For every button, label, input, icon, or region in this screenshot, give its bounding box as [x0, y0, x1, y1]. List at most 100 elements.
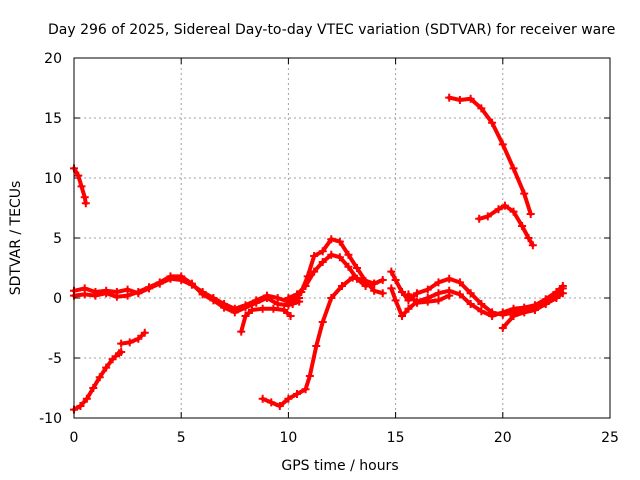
- data-point-marker: [477, 104, 486, 113]
- y-tick-label: 15: [44, 111, 62, 127]
- data-point-marker: [258, 394, 267, 403]
- data-point-marker: [198, 290, 207, 299]
- data-point-marker: [292, 290, 301, 299]
- y-tick-label: 5: [53, 231, 62, 247]
- data-point-marker: [76, 402, 85, 410]
- data-point-marker: [318, 247, 327, 256]
- data-point-marker: [455, 278, 464, 287]
- data-point-marker: [77, 182, 86, 191]
- data-point-marker: [237, 327, 246, 336]
- data-point-marker: [301, 282, 310, 290]
- data-point-marker: [477, 300, 486, 308]
- data-point-marker: [155, 278, 164, 287]
- data-point-marker: [318, 318, 327, 326]
- data-point-marker: [455, 96, 464, 104]
- data-point-marker: [275, 402, 284, 410]
- data-point-marker: [82, 394, 91, 403]
- data-point-marker: [434, 289, 443, 298]
- data-point-marker: [338, 282, 346, 290]
- plot-frame: [73, 57, 611, 419]
- data-point-marker: [89, 384, 98, 392]
- data-point-marker: [292, 390, 301, 398]
- x-tick-label: 25: [601, 430, 619, 446]
- data-point-marker: [117, 348, 126, 356]
- data-point-marker: [312, 342, 321, 350]
- data-point-marker: [518, 222, 527, 230]
- chart-title: Day 296 of 2025, Sidereal Day-to-day VTE…: [48, 22, 615, 38]
- data-point-marker: [258, 304, 267, 313]
- data-point-marker: [145, 283, 154, 292]
- data-point-marker: [526, 210, 535, 218]
- x-tick-label: 10: [279, 430, 297, 446]
- data-point-marker: [370, 279, 379, 288]
- x-tick-label: 15: [387, 430, 405, 446]
- data-point-marker: [498, 308, 507, 317]
- data-point-marker: [284, 301, 293, 310]
- series-arc-14: [447, 95, 533, 216]
- data-point-marker: [488, 312, 497, 320]
- data-point-marker: [81, 199, 90, 208]
- data-point-marker: [558, 289, 567, 298]
- data-point-marker: [524, 234, 533, 242]
- x-tick-label: 5: [177, 430, 186, 446]
- data-point-marker: [209, 296, 218, 305]
- data-point-marker: [455, 290, 464, 299]
- data-point-marker: [528, 241, 537, 250]
- data-point-marker: [252, 298, 261, 307]
- data-point-marker: [134, 334, 143, 343]
- data-point-marker: [80, 290, 89, 299]
- data-point-marker: [483, 212, 492, 221]
- data-point-marker: [509, 312, 518, 320]
- data-point-marker: [310, 267, 319, 276]
- data-point-marker: [387, 267, 396, 276]
- data-point-marker: [80, 193, 89, 202]
- data-point-marker: [327, 235, 336, 244]
- data-point-marker: [378, 289, 387, 298]
- data-point-marker: [404, 304, 413, 313]
- data-point-marker: [273, 300, 282, 308]
- x-tick-label: 0: [70, 430, 79, 446]
- data-point-marker: [335, 253, 344, 262]
- data-point-marker: [445, 93, 454, 102]
- data-point-marker: [509, 164, 518, 173]
- data-point-marker: [558, 282, 567, 290]
- data-point-marker: [494, 205, 503, 214]
- grid-layer: [74, 58, 610, 418]
- data-point-marker: [280, 306, 289, 314]
- data-point-marker: [187, 279, 196, 288]
- data-point-marker: [123, 291, 132, 300]
- y-tick-label: 20: [44, 51, 62, 67]
- data-point-marker: [284, 394, 293, 403]
- y-tick-label: -5: [48, 351, 62, 367]
- y-tick-label: -10: [39, 411, 62, 427]
- data-point-marker: [177, 272, 186, 281]
- data-point-marker: [541, 300, 550, 308]
- data-point-marker: [488, 118, 497, 127]
- data-point-marker: [301, 385, 310, 394]
- data-point-marker: [445, 274, 454, 283]
- data-point-marker: [344, 250, 353, 259]
- data-point-marker: [95, 373, 104, 382]
- series-arc-7: [260, 275, 377, 408]
- data-point-marker: [361, 282, 370, 290]
- data-point-marker: [327, 250, 336, 259]
- data-point-marker: [509, 304, 518, 313]
- data-point-marker: [378, 276, 387, 284]
- data-point-marker: [335, 237, 344, 246]
- data-point-marker: [318, 258, 327, 266]
- data-point-marker: [423, 285, 432, 294]
- data-point-marker: [353, 264, 362, 272]
- data-point-marker: [391, 276, 400, 284]
- data-point-marker: [220, 303, 229, 312]
- data-point-marker: [498, 324, 507, 332]
- x-tick-label: 20: [494, 430, 512, 446]
- data-point-marker: [353, 274, 362, 283]
- series-arc-8: [290, 237, 385, 306]
- data-point-marker: [117, 339, 126, 348]
- data-point-marker: [466, 94, 475, 103]
- data-point-marker: [344, 262, 353, 271]
- data-point-marker: [520, 308, 529, 317]
- data-point-marker: [230, 308, 239, 317]
